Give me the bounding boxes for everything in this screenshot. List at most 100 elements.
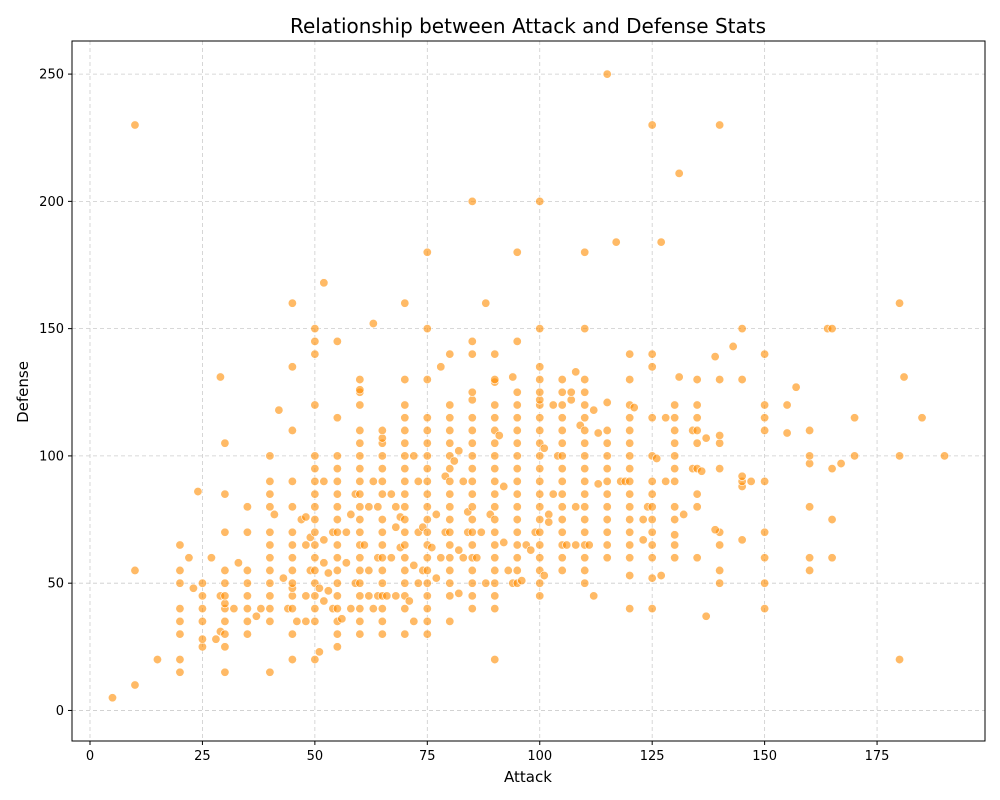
- data-point: [175, 667, 185, 677]
- data-point: [674, 372, 684, 382]
- data-point: [422, 515, 432, 525]
- data-point: [490, 476, 500, 486]
- data-point: [557, 438, 567, 448]
- data-point: [647, 476, 657, 486]
- data-point: [265, 565, 275, 575]
- data-point: [580, 413, 590, 423]
- data-point: [175, 565, 185, 575]
- data-point: [692, 400, 702, 410]
- chart-title: Relationship between Attack and Defense …: [290, 14, 766, 38]
- data-point: [535, 578, 545, 588]
- data-point: [557, 489, 567, 499]
- data-point: [220, 527, 230, 537]
- data-point: [557, 515, 567, 525]
- data-point: [422, 578, 432, 588]
- data-point: [197, 616, 207, 626]
- data-point: [332, 489, 342, 499]
- data-point: [400, 438, 410, 448]
- data-point: [332, 591, 342, 601]
- data-point: [445, 425, 455, 435]
- data-point: [580, 515, 590, 525]
- data-point: [625, 515, 635, 525]
- data-point: [661, 413, 671, 423]
- data-point: [737, 471, 747, 481]
- data-point: [422, 527, 432, 537]
- data-point: [557, 502, 567, 512]
- data-point: [287, 425, 297, 435]
- data-point: [409, 616, 419, 626]
- data-point: [400, 425, 410, 435]
- data-point: [467, 591, 477, 601]
- data-point: [422, 247, 432, 257]
- data-point: [670, 400, 680, 410]
- data-point: [917, 413, 927, 423]
- data-point: [850, 413, 860, 423]
- data-point: [355, 591, 365, 601]
- data-point: [467, 464, 477, 474]
- data-point: [490, 400, 500, 410]
- data-point: [346, 604, 356, 614]
- x-tick-label: 0: [86, 749, 94, 764]
- data-point: [760, 425, 770, 435]
- data-point: [701, 433, 711, 443]
- data-point: [332, 527, 342, 537]
- data-point: [670, 476, 680, 486]
- y-tick-label: 50: [47, 577, 64, 592]
- x-tick-label: 100: [527, 749, 552, 764]
- data-point: [184, 553, 194, 563]
- data-point: [310, 324, 320, 334]
- data-point: [467, 413, 477, 423]
- data-point: [422, 413, 432, 423]
- data-point: [589, 405, 599, 415]
- data-point: [265, 578, 275, 588]
- data-point: [197, 642, 207, 652]
- data-point: [805, 565, 815, 575]
- data-point: [760, 400, 770, 410]
- data-point: [400, 515, 410, 525]
- data-point: [265, 540, 275, 550]
- data-point: [220, 629, 230, 639]
- data-point: [287, 502, 297, 512]
- data-point: [580, 400, 590, 410]
- data-point: [580, 387, 590, 397]
- data-point: [422, 502, 432, 512]
- data-point: [557, 451, 567, 461]
- data-point: [625, 438, 635, 448]
- data-point: [355, 385, 365, 395]
- data-point: [355, 604, 365, 614]
- data-point: [557, 565, 567, 575]
- data-point: [152, 655, 162, 665]
- data-point: [197, 604, 207, 614]
- data-point: [512, 553, 522, 563]
- data-point: [368, 319, 378, 329]
- data-point: [301, 591, 311, 601]
- data-point: [422, 591, 432, 601]
- data-point: [571, 502, 581, 512]
- data-point: [332, 476, 342, 486]
- data-point: [431, 509, 441, 519]
- data-point: [544, 509, 554, 519]
- y-axis-label: Defense: [14, 361, 32, 423]
- data-point: [391, 522, 401, 532]
- data-point: [332, 451, 342, 461]
- data-point: [377, 616, 387, 626]
- data-point: [319, 596, 329, 606]
- data-point: [355, 553, 365, 563]
- data-point: [760, 349, 770, 359]
- data-point: [287, 629, 297, 639]
- data-point: [760, 476, 770, 486]
- data-point: [130, 680, 140, 690]
- data-point: [422, 464, 432, 474]
- data-point: [670, 515, 680, 525]
- data-point: [220, 667, 230, 677]
- data-point: [593, 479, 603, 489]
- data-point: [625, 540, 635, 550]
- data-point: [715, 578, 725, 588]
- data-point: [670, 530, 680, 540]
- data-point: [625, 425, 635, 435]
- data-point: [332, 629, 342, 639]
- data-point: [647, 502, 657, 512]
- data-point: [467, 395, 477, 405]
- data-point: [445, 413, 455, 423]
- data-point: [494, 431, 504, 441]
